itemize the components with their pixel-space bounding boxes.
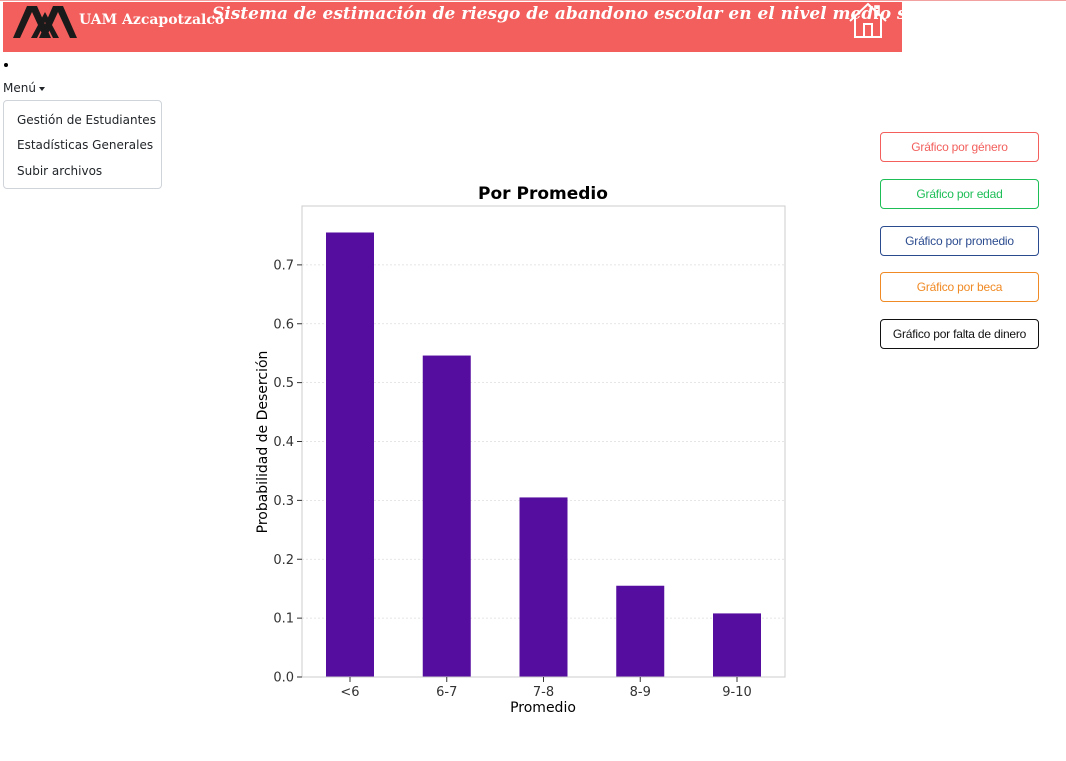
- grafico-edad-button[interactable]: Gráfico por edad: [880, 179, 1039, 209]
- grafico-beca-button[interactable]: Gráfico por beca: [880, 272, 1039, 302]
- y-ticks: 0.0 0.1 0.2 0.3 0.4 0.5 0.6 0.7: [273, 258, 302, 686]
- menu-item-gestion-estudiantes[interactable]: Gestión de Estudiantes: [17, 113, 156, 127]
- top-rule: [0, 0, 1066, 1]
- header-banner: UAM Azcapotzalco Sistema de estimación d…: [3, 2, 977, 52]
- menu-item-estadisticas-generales[interactable]: Estadísticas Generales: [17, 138, 154, 152]
- chart-container: Por Promedio 0.0 0.1 0.2 0.3 0.4 0.5 0.6 0.7 <6…: [245, 178, 805, 723]
- grafico-promedio-button[interactable]: Gráfico por promedio: [880, 226, 1039, 256]
- menu-item-subir-archivos[interactable]: Subir archivos: [17, 164, 103, 178]
- bar-5: [713, 613, 761, 677]
- y-tick-label: 0.1: [273, 612, 294, 627]
- list-bullet: [4, 63, 8, 67]
- y-tick-label: 0.6: [273, 317, 294, 332]
- bar-2: [422, 355, 471, 677]
- home-icon[interactable]: [848, 2, 888, 40]
- grafico-falta-dinero-button[interactable]: Gráfico por falta de dinero: [880, 319, 1039, 349]
- grafico-genero-button[interactable]: Gráfico por género: [880, 132, 1039, 162]
- x-ticks: <6 6-7 7-8 8-9 9-10: [340, 677, 752, 700]
- x-tick-label: 9-10: [722, 685, 752, 700]
- y-tick-label: 0.4: [273, 435, 294, 450]
- menu-toggle[interactable]: Menú: [3, 81, 45, 95]
- bar-chart: Por Promedio 0.0 0.1 0.2 0.3 0.4 0.5 0.6 0.7 <6…: [255, 184, 786, 716]
- page-title: Sistema de estimación de riesgo de aband…: [212, 4, 978, 24]
- y-tick-label: 0.7: [273, 258, 294, 273]
- x-tick-label: 6-7: [436, 685, 457, 700]
- y-tick-label: 0.3: [273, 494, 294, 509]
- x-axis-label: Promedio: [510, 700, 576, 716]
- dropdown-menu: Gestión de Estudiantes Estadísticas Gene…: [3, 100, 162, 189]
- x-tick-label: 8-9: [630, 685, 651, 700]
- menu-toggle-label: Menú: [3, 81, 36, 95]
- bars: [326, 232, 761, 677]
- caret-down-icon: [38, 86, 45, 91]
- chart-title: Por Promedio: [478, 184, 608, 204]
- bar-3: [519, 497, 568, 677]
- y-tick-label: 0.0: [273, 671, 294, 686]
- x-tick-label: <6: [340, 685, 359, 700]
- bar-1: [326, 232, 374, 677]
- bar-4: [616, 585, 665, 677]
- logo-text: UAM Azcapotzalco: [79, 12, 225, 28]
- x-tick-label: 7-8: [533, 685, 554, 700]
- y-tick-label: 0.5: [273, 376, 294, 391]
- y-axis-label: Probabilidad de Deserción: [255, 351, 271, 534]
- y-tick-label: 0.2: [273, 553, 294, 568]
- uam-logo-icon: [13, 6, 77, 38]
